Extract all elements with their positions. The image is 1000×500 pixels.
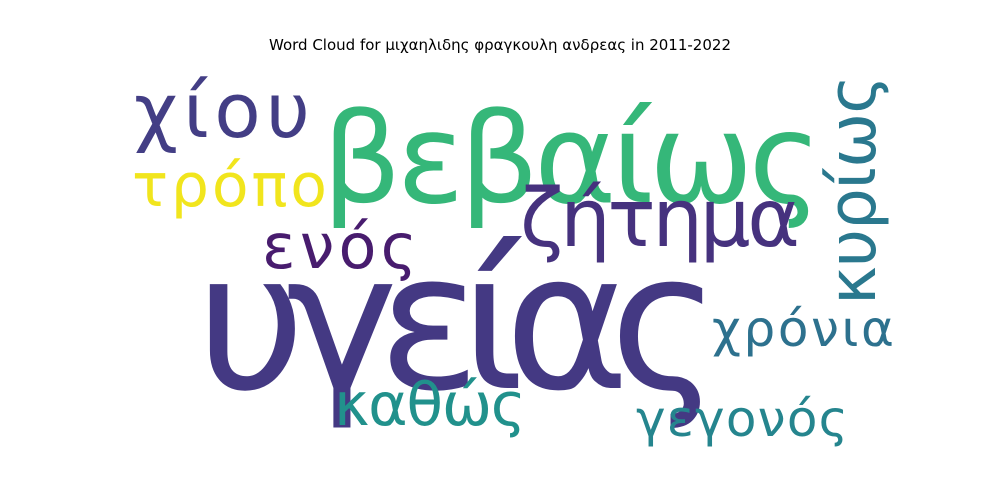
word-8: καθώς	[334, 370, 526, 440]
word-7: χρόνια	[712, 300, 894, 358]
word-9: γεγονός	[636, 390, 848, 448]
chart-title: Word Cloud for μιχαηλιδης φραγκουλη ανδρ…	[269, 36, 731, 54]
word-0: υγείας	[196, 212, 721, 433]
word-5: τρόπο	[132, 151, 327, 221]
word-3: κυρίως	[814, 75, 891, 305]
word-6: ενός	[262, 210, 417, 283]
word-4: χίου	[134, 66, 310, 155]
word-1: βεβαίως	[322, 87, 822, 232]
word-2: ζήτημα	[520, 172, 800, 265]
